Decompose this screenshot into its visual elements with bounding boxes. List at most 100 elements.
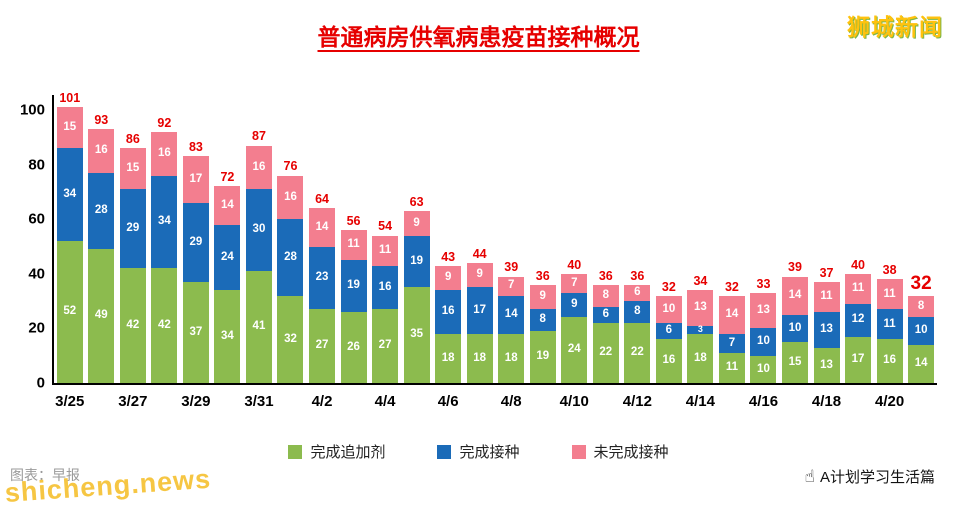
legend-item-booster: 完成追加剂 — [288, 441, 385, 462]
bar-segment: 9 — [561, 292, 588, 318]
stacked-bar: 13 10 10 — [750, 292, 777, 383]
bar-segment: 10 — [781, 314, 808, 343]
bar-segment: 15 — [781, 342, 808, 383]
bar-group-3-27: 86 15 29 42 3/27 — [117, 95, 149, 410]
bar-group-3-29: 83 17 29 37 3/29 — [180, 95, 212, 410]
stacked-bar: 8 6 22 — [592, 284, 619, 383]
x-axis-tick-label: 4/10 — [559, 393, 589, 410]
bar-segment: 34 — [56, 148, 83, 242]
bar-group-4-7: 44 9 17 18 — [464, 95, 496, 383]
bar-group-4-20: 38 11 11 16 4/20 — [874, 95, 906, 410]
bar-segment: 14 — [718, 295, 745, 334]
bar-segment: 19 — [403, 235, 430, 288]
bar-segment: 13 — [813, 312, 840, 348]
bar-group-3-30: 72 14 24 34 — [212, 95, 244, 383]
x-axis-tick-label: 4/6 — [437, 393, 459, 410]
bar-group-3-28: 92 16 34 42 — [149, 95, 181, 383]
stacked-bar: 14 23 27 — [309, 208, 336, 383]
legend-swatch-pink — [571, 444, 586, 459]
stacked-bar: 7 9 24 — [561, 273, 588, 383]
bar-total-label: 72 — [220, 170, 235, 185]
bar-segment: 16 — [88, 129, 115, 173]
footer-attribution-text: A计划学习生活篇 — [819, 469, 935, 486]
y-axis-tick-label: 60 — [28, 210, 45, 228]
bar-segment: 10 — [750, 328, 777, 356]
bar-segment: 8 — [908, 295, 935, 318]
bar-segment: 18 — [687, 333, 714, 383]
plot-area: 0 20 40 60 80 100 101 15 34 52 3/25 93 16 28 49 86 15 29 4… — [20, 92, 937, 410]
bar-segment: 17 — [182, 156, 209, 203]
footer-attribution: ☝ A计划学习生活篇 — [805, 466, 935, 487]
bar-segment: 9 — [529, 284, 556, 310]
bar-total-label: 83 — [188, 140, 203, 155]
bar-segment: 8 — [529, 309, 556, 332]
bar-segment: 16 — [277, 175, 304, 220]
stacked-bar: 11 16 27 — [372, 235, 399, 383]
bar-segment: 14 — [309, 208, 336, 247]
stacked-bar: 16 28 32 — [277, 175, 304, 383]
bar-total-label: 32 — [724, 279, 739, 294]
legend-label-booster: 完成追加剂 — [310, 444, 386, 461]
bar-segment: 28 — [277, 219, 304, 296]
y-axis-tick-label: 100 — [19, 101, 45, 119]
bar-total-label: 76 — [283, 159, 298, 174]
stacked-bar: 15 29 42 — [119, 148, 146, 383]
bar-total-label: 37 — [819, 265, 834, 280]
stacked-bar: 6 8 22 — [624, 284, 651, 383]
bar-group-4-2: 64 14 23 27 4/2 — [306, 95, 338, 410]
bar-group-4-1: 76 16 28 32 — [275, 95, 307, 383]
bar-group-4-8: 39 7 14 18 4/8 — [495, 95, 527, 410]
x-axis-tick-label: 4/14 — [685, 393, 715, 410]
bar-total-label: 39 — [504, 260, 519, 275]
bar-total-label: 56 — [346, 214, 361, 229]
bar-segment: 16 — [435, 290, 462, 334]
bar-group-3-31: 87 16 30 41 3/31 — [243, 95, 275, 410]
x-axis-tick-label: 4/12 — [622, 393, 652, 410]
bar-segment: 11 — [372, 235, 399, 266]
legend-label-vaccinated: 完成接种 — [459, 444, 520, 461]
bar-segment: 9 — [466, 262, 493, 288]
bar-segment: 18 — [435, 333, 462, 383]
bar-segment: 17 — [845, 336, 872, 383]
bar-total-label: 54 — [378, 219, 393, 234]
bar-total-label: 64 — [315, 192, 329, 207]
bar-segment: 32 — [277, 295, 304, 383]
bar-segment: 16 — [655, 339, 682, 383]
bar-segment: 41 — [245, 271, 272, 383]
bar-segment: 11 — [876, 309, 903, 340]
bar-segment: 28 — [88, 172, 115, 250]
legend-swatch-green — [288, 444, 303, 459]
bar-segment: 52 — [56, 241, 83, 383]
stacked-bar: 9 16 18 — [435, 265, 462, 383]
legend-swatch-blue — [437, 444, 452, 459]
bar-segment: 8 — [592, 284, 619, 307]
stacked-bar: 14 10 15 — [781, 276, 808, 383]
bar-segment: 3 — [687, 325, 714, 334]
bar-total-label: 44 — [472, 246, 487, 261]
bar-segment: 11 — [813, 282, 840, 313]
legend-item-unvaccinated: 未完成接种 — [571, 441, 669, 462]
bar-segment: 34 — [151, 175, 178, 269]
bar-group-3-26: 93 16 28 49 — [86, 95, 118, 383]
bar-total-label: 36 — [630, 268, 645, 283]
bar-group-4-21: 32 8 10 14 — [905, 95, 937, 383]
bar-group-4-10: 40 7 9 24 4/10 — [559, 95, 591, 410]
y-axis-tick-label: 0 — [36, 374, 45, 392]
bar-segment: 6 — [624, 284, 651, 302]
x-axis-tick-label: 4/20 — [874, 393, 905, 410]
legend: 完成追加剂 完成接种 未完成接种 — [0, 441, 957, 462]
bar-group-4-5: 63 9 19 35 — [401, 95, 433, 383]
stacked-bar: 17 29 37 — [182, 156, 209, 383]
brand-logo: 狮城新闻 — [847, 14, 943, 40]
bar-group-4-18: 37 11 13 13 4/18 — [811, 95, 843, 410]
bar-segment: 13 — [750, 292, 777, 329]
bar-segment: 14 — [498, 295, 525, 334]
bar-segment: 29 — [182, 202, 209, 282]
bar-segment: 11 — [845, 273, 872, 304]
bar-group-4-11: 36 8 6 22 — [590, 95, 622, 383]
bar-total-label: 39 — [788, 260, 802, 275]
bar-group-4-19: 40 11 12 17 — [842, 95, 874, 383]
bar-segment: 8 — [624, 301, 651, 323]
bar-total-label: 40 — [851, 257, 865, 272]
x-axis-tick-label: 4/18 — [811, 393, 842, 410]
